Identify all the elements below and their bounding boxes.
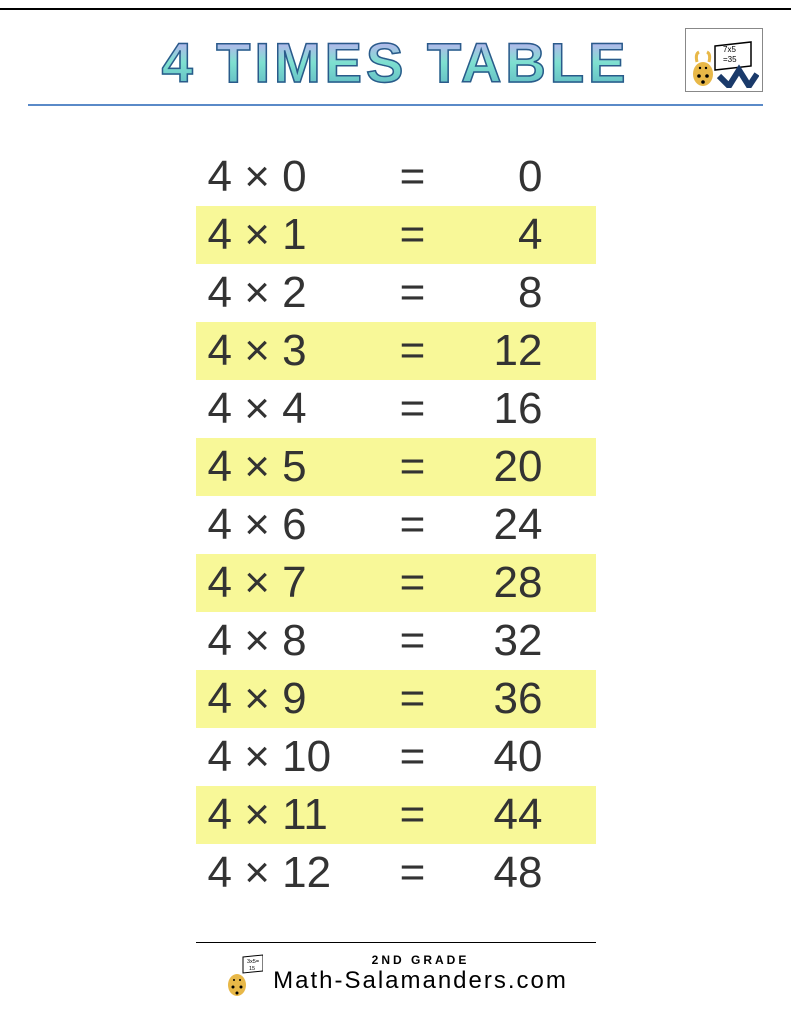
equation-equals: =	[383, 152, 443, 202]
table-row: 4 × 10=40	[196, 728, 596, 786]
page-title: 4 TIMES TABLE	[162, 30, 630, 95]
equation-equals: =	[383, 442, 443, 492]
equation-rhs: 44	[443, 790, 543, 840]
equation-lhs: 4 × 11	[208, 790, 383, 840]
equation-rhs: 4	[443, 210, 543, 260]
equation-lhs: 4 × 4	[208, 384, 383, 434]
equation-rhs: 36	[443, 674, 543, 724]
times-table: 4 × 0=04 × 1=44 × 2=84 × 3=124 × 4=164 ×…	[0, 148, 791, 902]
site-label: Math-Salamanders.com	[273, 967, 568, 995]
table-row: 4 × 8=32	[196, 612, 596, 670]
equation-lhs: 4 × 6	[208, 500, 383, 550]
equation-rhs: 24	[443, 500, 543, 550]
table-row: 4 × 6=24	[196, 496, 596, 554]
equation-equals: =	[383, 848, 443, 898]
equation-equals: =	[383, 500, 443, 550]
equation-rhs: 28	[443, 558, 543, 608]
table-row: 4 × 1=4	[196, 206, 596, 264]
logo-box: 7x5 =35	[685, 28, 763, 92]
equation-rhs: 8	[443, 268, 543, 318]
equation-equals: =	[383, 268, 443, 318]
equation-lhs: 4 × 9	[208, 674, 383, 724]
grade-label: 2ND GRADE	[273, 953, 568, 967]
equation-lhs: 4 × 5	[208, 442, 383, 492]
equation-rhs: 20	[443, 442, 543, 492]
equation-equals: =	[383, 558, 443, 608]
table-row: 4 × 5=20	[196, 438, 596, 496]
equation-equals: =	[383, 674, 443, 724]
equation-rhs: 16	[443, 384, 543, 434]
footer: 3x5= 15 2ND GRADE Math-Salamanders.com	[0, 942, 791, 1004]
footer-content: 3x5= 15 2ND GRADE Math-Salamanders.com	[223, 949, 568, 999]
top-border-line	[0, 8, 791, 10]
footer-salamander-icon: 3x5= 15	[223, 949, 263, 999]
equation-equals: =	[383, 732, 443, 782]
equation-lhs: 4 × 3	[208, 326, 383, 376]
equation-rhs: 40	[443, 732, 543, 782]
equation-lhs: 4 × 0	[208, 152, 383, 202]
table-row: 4 × 12=48	[196, 844, 596, 902]
equation-lhs: 4 × 8	[208, 616, 383, 666]
equation-lhs: 4 × 10	[208, 732, 383, 782]
svg-text:15: 15	[249, 966, 255, 972]
svg-text:=35: =35	[723, 55, 737, 64]
header-underline	[28, 104, 763, 106]
table-row: 4 × 9=36	[196, 670, 596, 728]
equation-lhs: 4 × 1	[208, 210, 383, 260]
equation-rhs: 0	[443, 152, 543, 202]
equation-lhs: 4 × 12	[208, 848, 383, 898]
table-row: 4 × 7=28	[196, 554, 596, 612]
table-row: 4 × 11=44	[196, 786, 596, 844]
table-row: 4 × 2=8	[196, 264, 596, 322]
equation-equals: =	[383, 616, 443, 666]
table-row: 4 × 3=12	[196, 322, 596, 380]
equation-lhs: 4 × 7	[208, 558, 383, 608]
table-row: 4 × 4=16	[196, 380, 596, 438]
header: 4 TIMES TABLE	[0, 30, 791, 95]
equation-lhs: 4 × 2	[208, 268, 383, 318]
svg-text:7x5: 7x5	[723, 45, 736, 54]
equation-rhs: 12	[443, 326, 543, 376]
equation-rhs: 48	[443, 848, 543, 898]
equation-rhs: 32	[443, 616, 543, 666]
footer-line	[196, 942, 596, 943]
equation-equals: =	[383, 790, 443, 840]
svg-text:3x5=: 3x5=	[247, 959, 259, 965]
salamander-logo-icon: 7x5 =35	[689, 32, 759, 88]
equation-equals: =	[383, 326, 443, 376]
equation-equals: =	[383, 384, 443, 434]
table-row: 4 × 0=0	[196, 148, 596, 206]
equation-equals: =	[383, 210, 443, 260]
